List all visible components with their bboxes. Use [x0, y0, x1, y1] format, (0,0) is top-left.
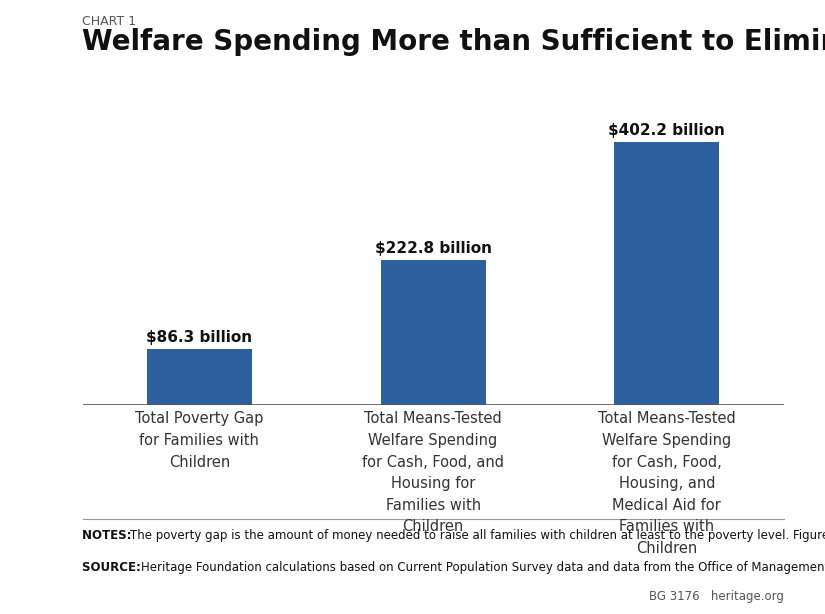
Text: Total Poverty Gap
for Families with
Children: Total Poverty Gap for Families with Chil… — [135, 411, 263, 470]
Text: SOURCE:: SOURCE: — [82, 561, 145, 574]
Text: BG 3176   heritage.org: BG 3176 heritage.org — [649, 590, 784, 603]
Text: Total Means-Tested
Welfare Spending
for Cash, Food,
Housing, and
Medical Aid for: Total Means-Tested Welfare Spending for … — [598, 411, 736, 556]
Bar — [615, 142, 719, 405]
Text: $402.2 billion: $402.2 billion — [609, 123, 725, 138]
Text: $86.3 billion: $86.3 billion — [146, 330, 252, 345]
Text: Heritage Foundation calculations based on Current Population Survey data and dat: Heritage Foundation calculations based o… — [141, 561, 825, 574]
Bar — [147, 349, 252, 405]
Text: Total Means-Tested
Welfare Spending
for Cash, Food, and
Housing for
Families wit: Total Means-Tested Welfare Spending for … — [362, 411, 504, 534]
Text: CHART 1: CHART 1 — [82, 15, 137, 28]
Text: Welfare Spending More than Sufficient to Eliminate All Child Poverty: Welfare Spending More than Sufficient to… — [82, 28, 825, 56]
Bar — [380, 260, 486, 405]
Text: $222.8 billion: $222.8 billion — [375, 241, 492, 255]
Text: NOTES:: NOTES: — [82, 529, 136, 542]
Text: The poverty gap is the amount of money needed to raise all families with childre: The poverty gap is the amount of money n… — [130, 529, 825, 542]
